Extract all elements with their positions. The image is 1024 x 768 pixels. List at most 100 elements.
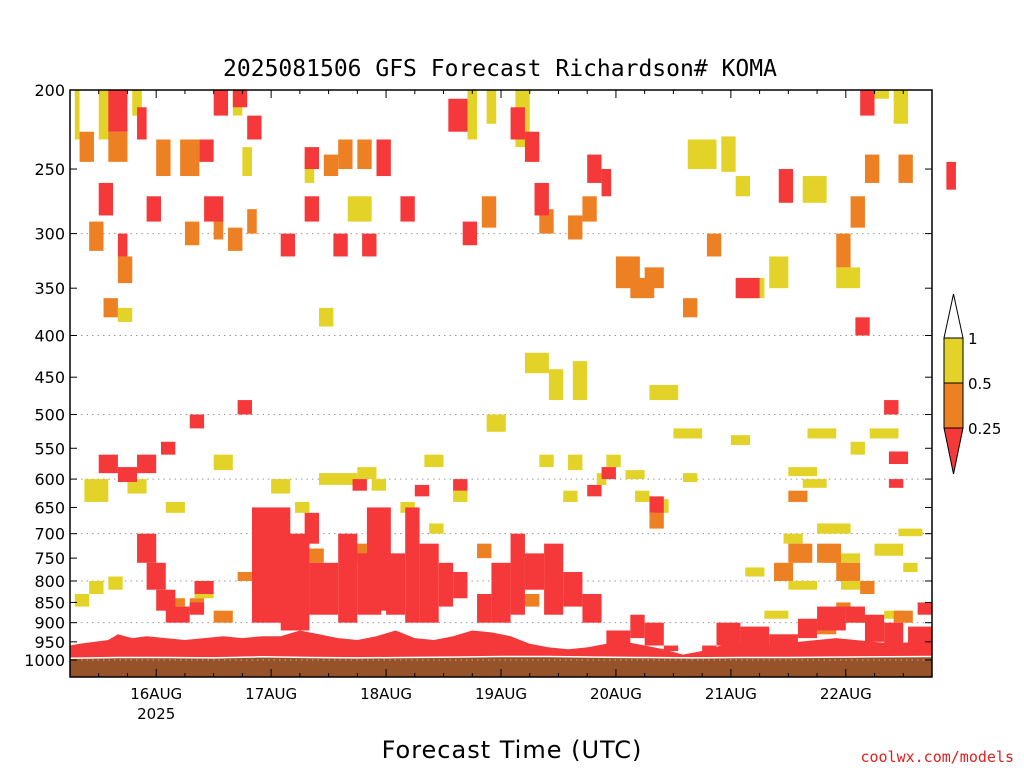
ri-cell — [869, 428, 899, 439]
x-tick-label: 16AUG — [130, 685, 182, 703]
ri-cell — [127, 479, 147, 494]
ri-cell — [462, 221, 478, 246]
ri-cell — [644, 622, 664, 646]
ri-cell — [156, 589, 176, 611]
ri-cell — [769, 634, 798, 646]
ri-cell — [587, 484, 602, 497]
ri-cell — [491, 562, 511, 623]
y-tick-label: 400 — [34, 326, 65, 345]
ri-cell — [524, 594, 540, 607]
ri-cell — [716, 622, 741, 646]
ri-cell — [237, 400, 252, 415]
colorbar-label: 0.25 — [968, 420, 1001, 438]
ri-cell — [702, 645, 717, 652]
ri-cell — [323, 154, 339, 177]
ri-cell — [893, 610, 913, 623]
ri-cell — [376, 139, 391, 177]
ri-cell — [481, 196, 497, 228]
x-axis-label: Forecast Time (UTC) — [382, 736, 643, 764]
y-tick-label: 550 — [34, 439, 65, 458]
colorbar-legend: 1 0.5 0.25 — [943, 293, 1001, 475]
ri-cell — [386, 553, 406, 615]
ri-cell — [295, 501, 310, 513]
ri-cell — [467, 90, 478, 140]
ri-cell — [898, 154, 913, 183]
ri-cell — [189, 602, 205, 615]
ri-cell — [582, 594, 602, 623]
ri-cell — [773, 562, 794, 581]
x-tick-label: 21AUG — [705, 685, 757, 703]
ri-cell — [841, 580, 865, 590]
ri-cell — [740, 626, 770, 646]
ri-cell — [836, 233, 851, 268]
ri-cell — [735, 176, 751, 197]
y-tick-label: 850 — [34, 593, 65, 612]
ri-cell — [893, 90, 909, 124]
chart-title: 2025081506 GFS Forecast Richardson# KOMA — [223, 56, 777, 82]
ri-cell — [477, 594, 492, 623]
ri-cell — [184, 221, 200, 246]
ri-cell — [137, 454, 157, 474]
ri-cell — [615, 256, 640, 289]
ri-cell — [165, 501, 185, 513]
ri-cell — [357, 467, 377, 480]
ri-cell — [280, 533, 310, 631]
ri-cell — [817, 606, 846, 631]
ri-cell — [98, 454, 118, 474]
ri-cell — [860, 580, 875, 595]
ri-cell — [606, 454, 621, 468]
ri-cell — [817, 523, 851, 534]
ri-cell — [486, 414, 506, 432]
ri-cell — [917, 602, 932, 615]
ri-cell — [117, 233, 128, 257]
plot-frame — [69, 89, 933, 678]
ri-cell — [635, 490, 650, 502]
ri-cell — [228, 227, 243, 251]
ri-cell — [769, 256, 789, 289]
ri-cell — [117, 467, 138, 483]
ri-cell — [903, 562, 918, 573]
ri-cell — [156, 139, 171, 177]
ri-cell — [194, 580, 214, 595]
ri-cell — [548, 369, 564, 401]
ri-cell — [319, 307, 334, 327]
ri-cell — [309, 562, 339, 615]
ri-cell — [108, 90, 128, 132]
ri-cell — [601, 467, 616, 480]
ri-cell — [534, 182, 549, 216]
x-tick-label: 19AUG — [475, 685, 527, 703]
ri-cell — [850, 441, 865, 455]
ri-cell — [836, 267, 861, 289]
ground-fill — [70, 656, 932, 677]
ri-cell — [98, 182, 114, 216]
ri-cell — [687, 139, 717, 170]
ri-cell — [213, 610, 233, 623]
ri-cell — [568, 215, 583, 240]
ri-cell — [745, 567, 765, 577]
ri-cell — [137, 533, 157, 563]
ri-cell — [802, 176, 827, 203]
ri-cell — [817, 543, 842, 563]
ri-cell — [232, 90, 248, 108]
ri-cell — [874, 543, 904, 556]
ri-cell — [237, 572, 252, 581]
ri-cell — [357, 139, 372, 170]
y-tick-label: 250 — [34, 160, 65, 179]
ri-cell — [563, 572, 583, 607]
ri-cell — [89, 580, 104, 595]
y-tick-label: 350 — [34, 279, 65, 298]
ri-cell — [582, 196, 597, 222]
ri-cell — [730, 435, 751, 446]
ri-cell — [572, 361, 588, 401]
ri-cell — [132, 90, 142, 116]
surface-line — [69, 655, 933, 659]
x-tick-label: 22AUG — [820, 685, 872, 703]
x-axis: 16AUG 2025 17AUG 18AUG 19AUG 20AUG 21AUG 22AUG — [69, 90, 933, 723]
ri-cell — [74, 594, 90, 607]
ri-cell — [84, 479, 109, 502]
ri-cell — [146, 196, 161, 222]
ri-cell — [352, 479, 367, 491]
ri-cell — [908, 626, 932, 646]
y-tick-label: 600 — [34, 470, 65, 489]
